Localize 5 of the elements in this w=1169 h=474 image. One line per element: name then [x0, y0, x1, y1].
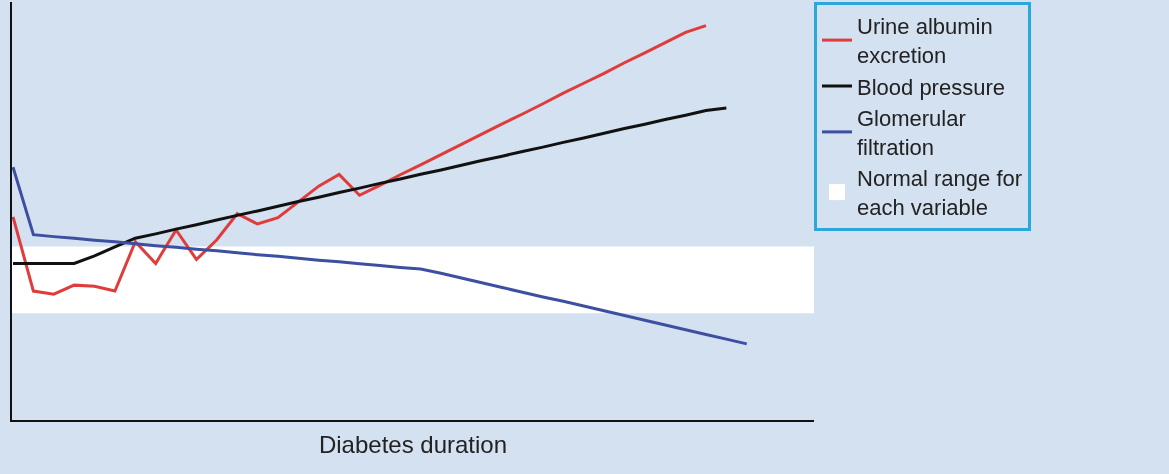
x-axis-title: Diabetes duration	[318, 430, 508, 458]
legend-label: Urine albumin excretion	[857, 14, 993, 68]
legend-label: Blood pressure	[857, 74, 1005, 100]
legend-label: Normal range for each variable	[857, 166, 1023, 220]
legend-label: Glomerular filtration	[857, 106, 966, 160]
